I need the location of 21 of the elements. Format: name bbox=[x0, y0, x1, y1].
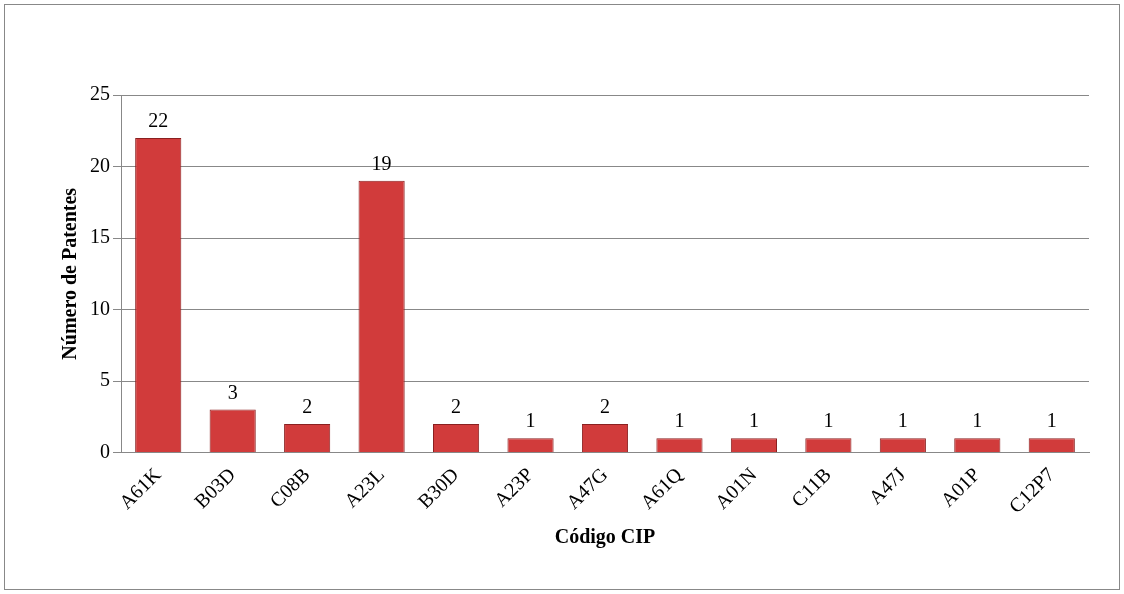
y-tick-label: 20 bbox=[90, 153, 110, 176]
y-axis-title: Número de Patentes bbox=[58, 187, 81, 360]
data-label: 2 bbox=[302, 395, 313, 418]
y-tick-label: 10 bbox=[90, 296, 110, 319]
data-label: 19 bbox=[371, 152, 392, 175]
data-label: 1 bbox=[525, 409, 536, 432]
data-label: 2 bbox=[451, 395, 462, 418]
data-label: 1 bbox=[972, 409, 983, 432]
data-label: 1 bbox=[748, 409, 759, 432]
data-label: 1 bbox=[674, 409, 685, 432]
x-axis-title: Código CIP bbox=[554, 525, 656, 549]
y-tick-label: 15 bbox=[90, 225, 110, 248]
y-tick-label: 0 bbox=[100, 439, 110, 462]
data-label: 1 bbox=[1046, 409, 1057, 432]
y-tick-label: 25 bbox=[90, 82, 110, 105]
y-tick-label: 5 bbox=[100, 368, 110, 391]
data-label: 22 bbox=[148, 109, 169, 132]
data-label: 1 bbox=[897, 409, 908, 432]
data-label: 1 bbox=[823, 409, 834, 432]
data-label: 3 bbox=[227, 380, 238, 403]
data-label: 2 bbox=[600, 395, 610, 418]
